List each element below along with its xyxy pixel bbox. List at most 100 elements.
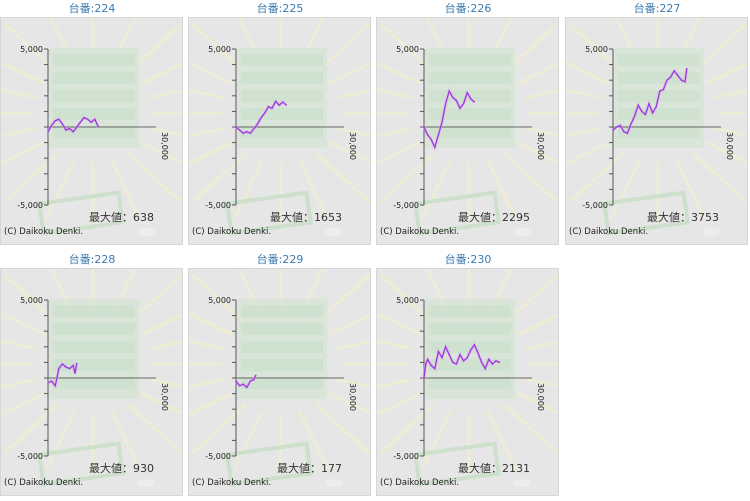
data-point <box>680 79 682 81</box>
data-point <box>452 361 454 363</box>
data-point <box>652 112 654 114</box>
chart-title[interactable]: 台番:225 <box>256 2 304 15</box>
max-value: 最大値：3753 <box>647 211 719 224</box>
background-art <box>1 269 182 487</box>
data-point <box>285 104 287 106</box>
x-tick-label: 30,000 <box>725 132 734 160</box>
data-point <box>616 126 618 128</box>
data-point <box>242 132 244 134</box>
data-point <box>448 90 450 92</box>
chart-title[interactable]: 台番:227 <box>633 2 681 15</box>
data-point <box>666 79 668 81</box>
chart-svg: 5,000 -5,000 30,000 <box>377 18 558 236</box>
y-tick-label: 5,000 <box>396 45 419 54</box>
data-point <box>94 118 96 120</box>
data-point <box>466 357 468 359</box>
chart-title[interactable]: 台番:224 <box>68 2 116 15</box>
data-point <box>662 88 664 91</box>
chart-panel: 5,000 -5,000 30,000 最大値：638 (C) Daikoku Denk… <box>0 17 183 245</box>
x-tick-label: 30,000 <box>160 132 169 160</box>
data-point <box>249 132 251 134</box>
data-point <box>54 120 56 122</box>
data-point <box>253 378 255 381</box>
data-point <box>441 121 443 123</box>
chart-svg: 5,000 -5,000 30,000 <box>189 18 370 236</box>
data-point <box>267 106 269 108</box>
data-point <box>499 361 501 363</box>
data-point <box>481 361 483 363</box>
data-point <box>72 364 74 367</box>
data-point <box>484 368 486 370</box>
chart-svg: 5,000 -5,000 30,000 <box>377 269 558 487</box>
data-point <box>459 354 461 356</box>
data-point <box>423 377 425 379</box>
copyright: (C) Daikoku Denki. <box>4 227 84 237</box>
chart-title[interactable]: 台番:228 <box>68 253 116 266</box>
chart-svg: 5,000 -5,000 30,000 <box>566 18 747 236</box>
data-point <box>246 386 248 388</box>
data-point <box>473 344 475 346</box>
chart-panel: 5,000 -5,000 30,000 最大値：3753 (C) Daikoku Den… <box>565 17 748 245</box>
background-art <box>1 18 182 236</box>
y-tick-label: 5,000 <box>396 296 419 305</box>
data-point <box>69 368 71 370</box>
data-point <box>79 121 81 123</box>
data-point <box>430 364 432 367</box>
data-point <box>477 352 479 354</box>
y-tick-label: 5,000 <box>208 296 231 305</box>
data-point <box>423 126 425 128</box>
y-tick-label: -5,000 <box>205 452 231 461</box>
chart-title[interactable]: 台番:230 <box>444 253 492 266</box>
data-point <box>275 100 277 102</box>
chart-panel: 5,000 -5,000 30,000 最大値：2131 (C) Daikoku Den… <box>376 268 559 496</box>
data-point <box>47 131 49 133</box>
data-point <box>437 134 439 136</box>
data-point <box>242 383 244 385</box>
chart-title[interactable]: 台番:226 <box>444 2 492 15</box>
copyright: (C) Daikoku Denki. <box>4 478 84 488</box>
data-point <box>72 131 74 133</box>
copyright: (C) Daikoku Denki. <box>380 227 460 237</box>
series-line <box>612 68 688 134</box>
data-point <box>278 104 280 106</box>
chart-title[interactable]: 台番:229 <box>256 253 304 266</box>
chart-cell: 台番:228 5,000 -5,000 30,000 最大値：930 (C) Daikok… <box>0 251 184 496</box>
data-point <box>641 110 643 112</box>
data-point <box>466 92 468 94</box>
data-point <box>626 132 628 134</box>
data-point <box>235 126 237 128</box>
data-point <box>448 354 450 356</box>
data-point <box>659 90 661 92</box>
data-point <box>623 131 625 133</box>
data-point <box>235 380 237 382</box>
chart-cell: 台番:226 5,000 -5,000 30,000 最大値：2295 (C) Daiko… <box>376 0 560 245</box>
chart-svg: 5,000 -5,000 30,000 <box>1 269 182 487</box>
chart-svg: 5,000 -5,000 30,000 <box>189 269 370 487</box>
data-point <box>87 118 89 120</box>
data-point <box>97 126 99 128</box>
data-point <box>255 374 257 376</box>
data-point <box>83 117 85 119</box>
copyright: (C) Daikoku Denki. <box>380 478 460 488</box>
y-tick-label: 5,000 <box>20 45 43 54</box>
x-tick-label: 30,000 <box>348 383 357 411</box>
chart-panel: 5,000 -5,000 30,000 最大値：2295 (C) Daikoku Den… <box>376 17 559 245</box>
data-point <box>673 70 675 72</box>
chart-cell: 台番:230 5,000 -5,000 30,000 最大値：2131 (C) Daiko… <box>376 251 560 496</box>
data-point <box>260 117 262 119</box>
data-point <box>463 103 465 105</box>
data-point <box>54 385 56 387</box>
background-art <box>377 269 558 487</box>
data-point <box>445 346 447 348</box>
chart-svg: 5,000 -5,000 30,000 <box>1 18 182 236</box>
y-tick-label: -5,000 <box>205 201 231 210</box>
chart-cell: 台番:225 5,000 -5,000 30,000 最大値：1653 (C) Daiko… <box>188 0 372 245</box>
data-point <box>437 350 439 353</box>
data-point <box>488 358 490 360</box>
data-point <box>491 363 493 365</box>
max-value: 最大値：1653 <box>270 211 342 224</box>
x-tick-label: 30,000 <box>536 132 545 160</box>
y-tick-label: -5,000 <box>582 201 608 210</box>
data-point <box>473 101 475 103</box>
chart-panel: 5,000 -5,000 30,000 最大値：177 (C) Daikoku Denk… <box>188 268 371 496</box>
